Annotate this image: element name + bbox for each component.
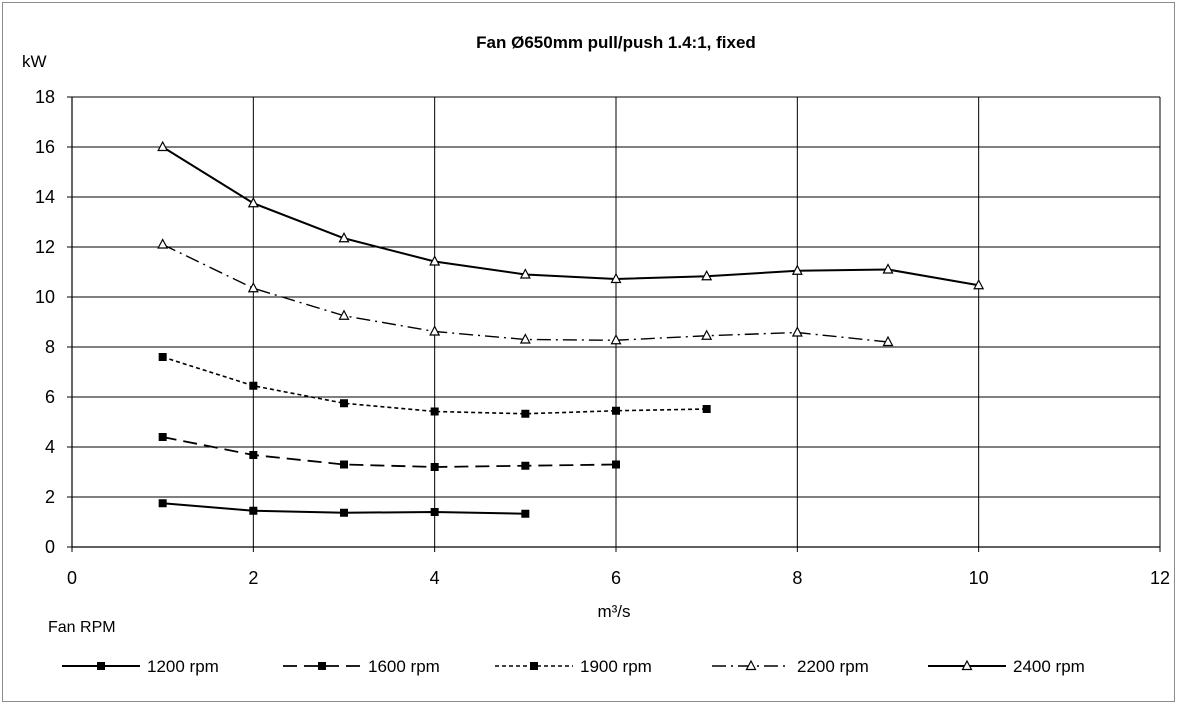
data-point-square [340,460,348,469]
data-point-triangle [429,255,441,266]
legend-title: Fan RPM [48,619,116,636]
data-point-triangle [791,326,803,337]
data-point-square [521,461,530,470]
data-point-square [430,508,439,516]
data-point-triangle [791,264,803,275]
series-1900-rpm [158,353,711,418]
y-axis-label: kW [22,52,47,71]
data-point-triangle [610,333,622,345]
data-point-square [158,353,167,361]
data-point-triangle [882,335,894,347]
data-point-triangle [610,272,622,284]
data-point-triangle [338,231,350,243]
y-tick-label: 0 [45,537,55,557]
x-tick-label: 4 [430,568,440,588]
series-2200-rpm [157,238,894,347]
y-tick-label: 2 [45,487,55,507]
data-point-square [97,662,105,670]
data-point-square [530,662,538,670]
legend-item: 1200 rpm [62,657,219,676]
legend-label: 1600 rpm [368,657,440,676]
data-point-triangle [157,238,169,249]
series-line [162,436,617,468]
data-point-square [612,460,620,469]
gridlines [72,96,1161,547]
data-point-triangle [882,263,894,274]
axes: 0 2 4 6 8 10 12 14 16 18 0 2 4 6 8 10 12 [35,87,1170,588]
series-1600-rpm [158,433,620,471]
data-point-triangle [338,309,350,320]
data-point-triangle [157,140,169,152]
y-tick-label: 10 [35,287,55,307]
legend-label: 1200 rpm [147,657,219,676]
y-tick-label: 4 [45,437,55,457]
data-point-square [430,407,439,416]
y-tick-label: 16 [35,137,55,157]
legend-label: 2200 rpm [797,657,869,676]
series-line [162,146,979,287]
data-point-triangle [701,269,713,281]
series-2400-rpm [157,140,985,290]
y-tick-label: 12 [35,237,55,257]
legend-label: 2400 rpm [1013,657,1085,676]
data-point-triangle [519,333,531,344]
data-point-square [249,451,258,459]
data-point-square [702,405,711,413]
data-point-square [430,463,439,471]
data-point-triangle [961,659,973,671]
data-point-square [158,433,167,441]
data-point-square [521,409,530,418]
data-point-triangle [973,278,985,290]
y-tick-label: 8 [45,337,55,357]
legend-item: 1600 rpm [283,657,440,676]
data-point-square [158,499,167,508]
data-point-square [249,381,258,390]
legend-item: 2200 rpm [712,657,869,676]
data-point-triangle [429,325,441,336]
x-tick-label: 0 [67,568,77,588]
legend-label: 1900 rpm [580,657,652,676]
data-point-square [612,406,620,415]
data-point-triangle [745,659,757,671]
series-group [157,140,985,518]
y-tick-label: 18 [35,87,55,107]
legend-item: 1900 rpm [495,657,652,676]
x-tick-label: 2 [248,568,258,588]
legend: 1200 rpm 1600 rpm 1900 rpm 2200 rpm 2400 rpm [62,657,1085,676]
data-point-square [340,508,348,517]
series-1200-rpm [158,499,530,518]
data-point-square [340,399,348,408]
chart-title: Fan Ø650mm pull/push 1.4:1, fixed [476,33,756,52]
x-axis-label: m³/s [597,602,630,621]
data-point-triangle [701,329,713,340]
x-tick-label: 10 [969,568,989,588]
data-point-square [521,509,530,518]
data-point-square [318,662,326,670]
x-tick-label: 6 [611,568,621,588]
data-point-triangle [247,196,259,208]
y-tick-label: 6 [45,387,55,407]
data-point-triangle [247,281,259,293]
x-tick-label: 12 [1150,568,1170,588]
y-tick-label: 14 [35,187,55,207]
x-tick-label: 8 [792,568,802,588]
data-point-triangle [519,268,531,279]
data-point-square [249,506,258,515]
legend-item: 2400 rpm [928,657,1085,676]
series-line [162,243,889,343]
